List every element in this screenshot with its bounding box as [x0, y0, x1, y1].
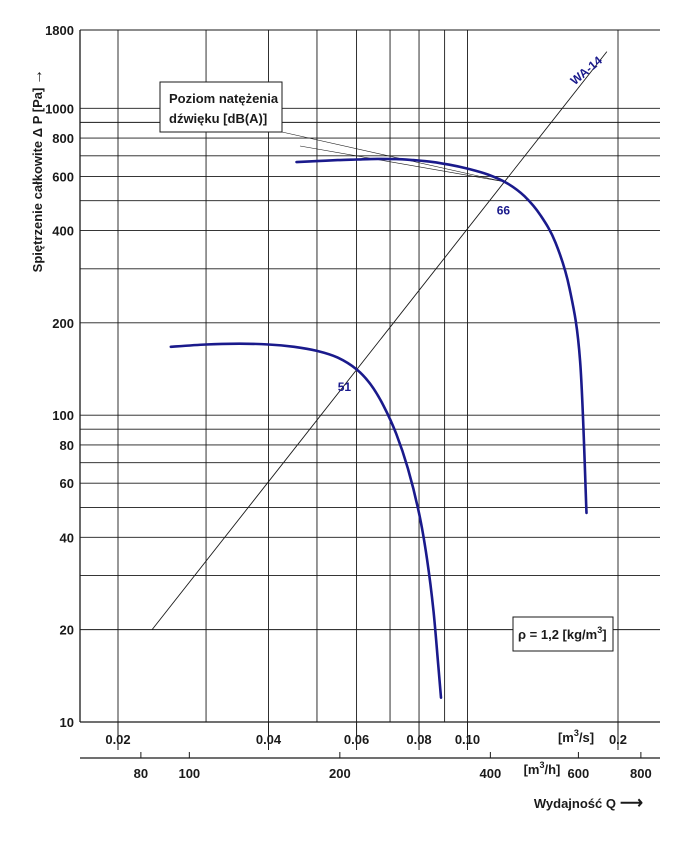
x-tick-label-m3h: 200	[329, 766, 351, 781]
y-tick-label: 40	[60, 530, 74, 545]
y-tick-label: 200	[52, 316, 74, 331]
x-tick-label-m3s: 0.06	[344, 732, 369, 747]
x-tick-label-m3h: 800	[630, 766, 652, 781]
x-tick-label-m3h: 600	[568, 766, 590, 781]
y-tick-label: 60	[60, 476, 74, 491]
y-tick-label: 100	[52, 408, 74, 423]
fan-curve-51	[169, 342, 443, 699]
curve-label-66: 66	[497, 204, 511, 218]
density-label-box: ρ = 1,2 [kg/m3]	[512, 616, 614, 652]
x-tick-label-m3s: 0.10	[455, 732, 480, 747]
density-label: ρ = 1,2 [kg/m3]	[518, 625, 607, 642]
x-tick-label-m3h: 400	[480, 766, 502, 781]
y-tick-label: 10	[60, 715, 74, 730]
y-axis-arrow: →	[29, 69, 46, 85]
y-tick-label: 80	[60, 438, 74, 453]
x-tick-label-m3s: 0.02	[105, 732, 130, 747]
x-tick-label-m3s: 0.2	[609, 732, 627, 747]
x-axis-arrow: ⟶	[620, 795, 643, 812]
x-unit-m3h: [m3/h]	[524, 760, 561, 777]
y-tick-label: 1000	[45, 101, 74, 116]
curves-layer: 51 66	[169, 157, 588, 699]
x-tick-label-m3h: 80	[134, 766, 148, 781]
noise-box-line2: dźwięku [dB(A)]	[169, 111, 267, 126]
system-line-label: WA-14	[568, 53, 605, 88]
system-line-wa14	[151, 51, 608, 630]
y-tick-label: 20	[60, 623, 74, 638]
x-tick-label-m3s: 0.08	[406, 732, 431, 747]
x-tick-label-m3h: 100	[178, 766, 200, 781]
curve-label-51: 51	[338, 380, 352, 394]
x-tick-label-m3s: 0.04	[256, 732, 282, 747]
noise-leader-line	[281, 131, 504, 182]
noise-box-line1: Poziom natężenia	[169, 91, 279, 106]
y-axis-title: Spiętrzenie całkowite Δ P [Pa]	[30, 88, 45, 273]
x-axis-title: Wydajność Q	[534, 796, 616, 811]
fan-curve-66	[295, 157, 588, 515]
axes-layer: 10 20 40 60 80 100 200 400 600 800 1000 1800 0.02 0.0…	[45, 23, 660, 781]
grid	[80, 29, 660, 723]
y-tick-label: 400	[52, 223, 74, 238]
noise-level-label-box: Poziom natężenia dźwięku [dB(A)]	[159, 81, 283, 133]
noise-leader-line	[299, 145, 504, 182]
y-tick-label: 800	[52, 131, 74, 146]
x-unit-m3s: [m3/s]	[558, 728, 594, 745]
y-tick-label: 600	[52, 169, 74, 184]
y-tick-label: 1800	[45, 23, 74, 38]
